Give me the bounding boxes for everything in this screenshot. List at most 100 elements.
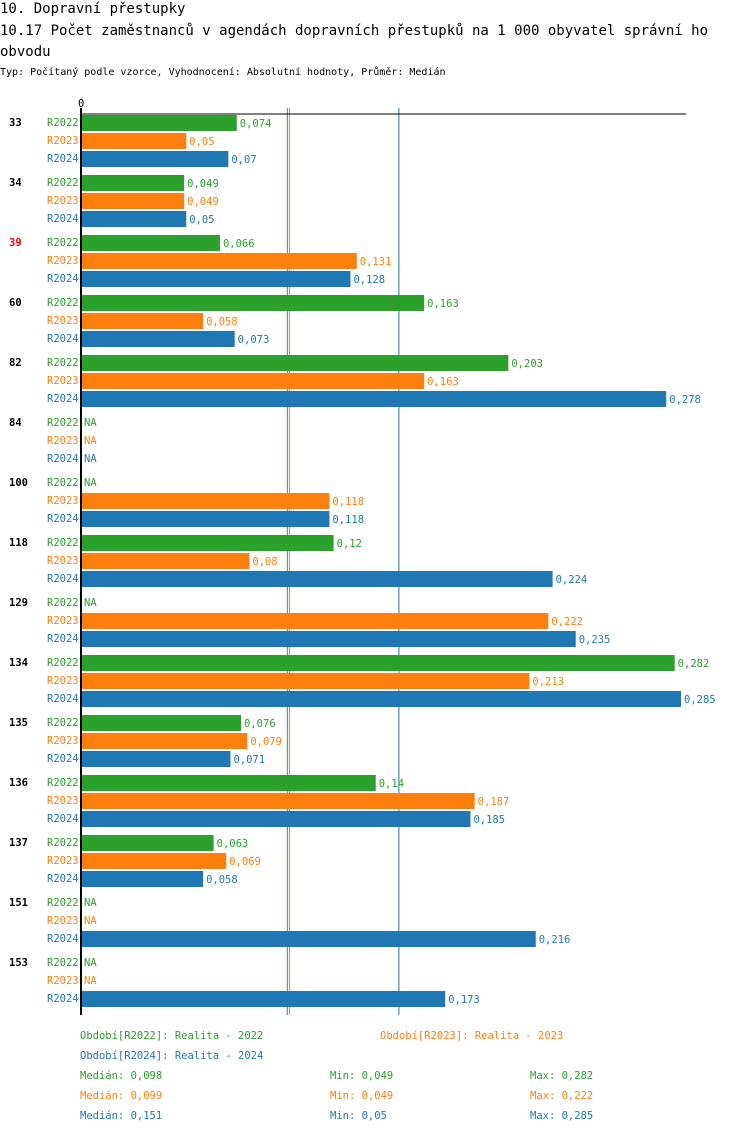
series-label: R2023	[47, 435, 79, 447]
series-label: R2024	[47, 813, 79, 825]
min-r2022: Min: 0,049	[330, 1070, 394, 1082]
bar-R2022-137	[81, 835, 214, 851]
category-label: 84	[9, 417, 22, 429]
value-label: 0,216	[539, 934, 571, 946]
series-label: R2022	[47, 177, 79, 189]
series-label: R2023	[47, 315, 79, 327]
na-label: NA	[84, 957, 97, 969]
legend-r2023: Období[R2023]: Realita - 2023	[380, 1030, 564, 1042]
series-label: R2022	[47, 897, 79, 909]
series-label: R2022	[47, 597, 79, 609]
median-r2024: Medián: 0,151	[80, 1110, 163, 1122]
category-label: 39	[9, 237, 22, 249]
value-label: 0,222	[551, 616, 583, 628]
value-label: 0,049	[187, 178, 219, 190]
value-label: 0,073	[238, 334, 270, 346]
value-label: 0,285	[684, 694, 716, 706]
category-label: 153	[9, 957, 28, 969]
category-label: 137	[9, 837, 28, 849]
na-label: NA	[84, 975, 97, 987]
category-label: 33	[9, 117, 22, 129]
series-label: R2023	[47, 975, 79, 987]
series-label: R2023	[47, 795, 79, 807]
bar-R2023-82	[81, 373, 425, 389]
bar-R2024-134	[81, 691, 681, 707]
value-label: 0,05	[189, 214, 214, 226]
value-label: 0,071	[233, 754, 265, 766]
na-label: NA	[84, 477, 97, 489]
bar-R2022-134	[81, 655, 675, 671]
chart-title: 10.17 Počet zaměstnanců v agendách dopra…	[0, 23, 709, 60]
value-label: 0,063	[217, 838, 249, 850]
series-label: R2022	[47, 117, 79, 129]
series-label: R2022	[47, 717, 79, 729]
min-r2023: Min: 0,049	[330, 1090, 394, 1102]
bar-R2022-39	[81, 235, 220, 251]
series-label: R2024	[47, 993, 79, 1005]
value-label: 0,05	[189, 136, 214, 148]
series-label: R2023	[47, 675, 79, 687]
series-label: R2024	[47, 753, 79, 765]
value-label: 0,049	[187, 196, 219, 208]
value-label: 0,128	[353, 274, 385, 286]
value-label: 0,278	[669, 394, 701, 406]
bar-R2024-82	[81, 391, 667, 407]
value-label: 0,058	[206, 874, 238, 886]
series-label: R2023	[47, 495, 79, 507]
value-label: 0,224	[556, 574, 588, 586]
bar-R2024-60	[81, 331, 235, 347]
series-label: R2022	[47, 357, 79, 369]
series-label: R2024	[47, 573, 79, 585]
series-label: R2024	[47, 153, 79, 165]
bar-R2024-137	[81, 871, 204, 887]
bar-R2023-129	[81, 613, 549, 629]
series-label: R2024	[47, 333, 79, 345]
bar-R2024-151	[81, 931, 536, 947]
bar-R2023-135	[81, 733, 248, 749]
bar-R2024-135	[81, 751, 231, 767]
series-label: R2022	[47, 297, 79, 309]
series-label: R2023	[47, 375, 79, 387]
min-r2024: Min: 0,05	[330, 1110, 387, 1122]
value-label: 0,076	[244, 718, 276, 730]
value-label: 0,118	[332, 514, 364, 526]
category-label: 151	[9, 897, 28, 909]
series-label: R2022	[47, 537, 79, 549]
bar-R2023-134	[81, 673, 530, 689]
series-label: R2023	[47, 195, 79, 207]
median-r2022: Medián: 0,098	[80, 1070, 163, 1082]
bar-R2023-34	[81, 193, 185, 209]
series-label: R2023	[47, 255, 79, 267]
bar-R2024-33	[81, 151, 229, 167]
series-label: R2022	[47, 837, 79, 849]
value-label: 0,074	[240, 118, 272, 130]
chart-subtitle: Typ: Počítaný podle vzorce, Vyhodnocení:…	[0, 67, 446, 78]
category-label: 136	[9, 777, 28, 789]
section-title: 10. Dopravní přestupky	[0, 1, 186, 17]
value-label: 0,235	[579, 634, 611, 646]
bar-R2022-34	[81, 175, 185, 191]
series-label: R2024	[47, 933, 79, 945]
series-label: R2022	[47, 777, 79, 789]
max-r2022: Max: 0,282	[530, 1070, 594, 1082]
category-label: 134	[9, 657, 28, 669]
category-label: 60	[9, 297, 22, 309]
series-label: R2022	[47, 657, 79, 669]
series-label: R2024	[47, 273, 79, 285]
bar-R2023-100	[81, 493, 330, 509]
value-label: 0,069	[229, 856, 261, 868]
value-label: 0,066	[223, 238, 255, 250]
legend-r2022: Období[R2022]: Realita - 2022	[80, 1030, 264, 1042]
value-label: 0,07	[231, 154, 256, 166]
value-label: 0,12	[337, 538, 362, 550]
series-label: R2024	[47, 393, 79, 405]
value-label: 0,058	[206, 316, 238, 328]
value-label: 0,14	[379, 778, 404, 790]
value-label: 0,163	[427, 376, 459, 388]
series-label: R2023	[47, 135, 79, 147]
series-label: R2024	[47, 513, 79, 525]
category-label: 135	[9, 717, 28, 729]
value-label: 0,203	[511, 358, 543, 370]
bar-R2022-118	[81, 535, 334, 551]
median-r2023: Medián: 0,099	[80, 1090, 163, 1102]
